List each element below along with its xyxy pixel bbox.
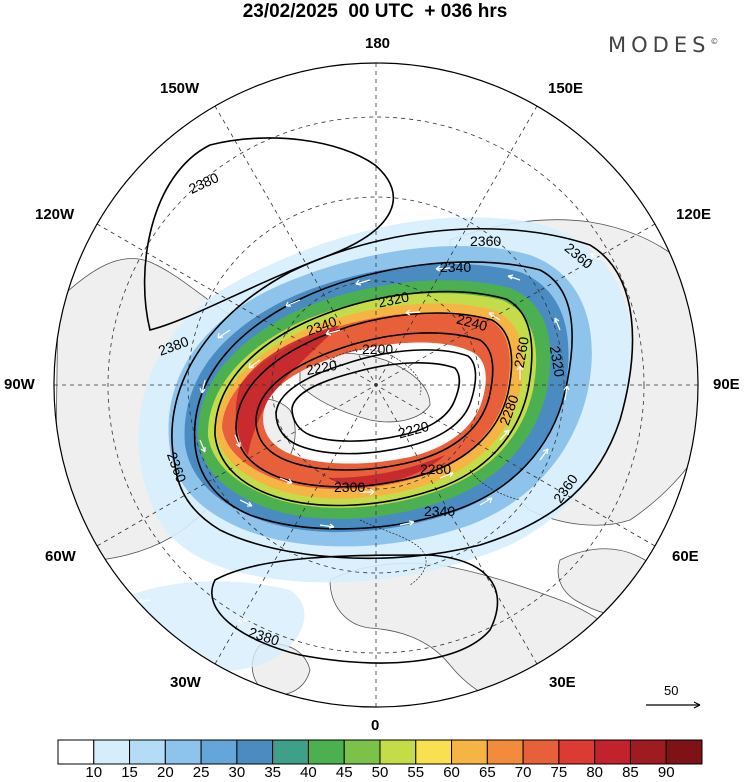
- height-contours: [143, 137, 634, 664]
- colorbar: [57, 739, 703, 765]
- wind-vectors: [137, 253, 601, 624]
- vector-reference-label: 50: [664, 683, 679, 698]
- lon-label-120e: 120E: [676, 206, 712, 223]
- colorbar-swatch: [558, 739, 596, 765]
- colorbar-tick-label: 20: [156, 764, 174, 781]
- colorbar-swatch: [129, 739, 166, 765]
- contour-label: 2200: [362, 341, 393, 357]
- colorbar-swatch: [236, 739, 274, 765]
- contour-label: 2320: [547, 345, 568, 379]
- contour-label: 2220: [305, 357, 339, 378]
- colorbar-tick-label: 90: [657, 764, 675, 781]
- colorbar-swatch: [665, 739, 703, 765]
- contour-label: 2240: [455, 311, 489, 335]
- lon-label-30w: 30W: [170, 674, 201, 691]
- contour-label: 2360: [470, 233, 501, 249]
- brand-mark: ©: [710, 37, 719, 46]
- contour-label: 2280: [420, 461, 451, 477]
- map-disc: 2380 2380 2380 2360 2360 2360 2360 2340 …: [54, 63, 698, 707]
- colorbar-swatch: [451, 739, 488, 765]
- colorbar-tick-label: 15: [121, 764, 138, 781]
- lon-label-180: 180: [365, 35, 391, 52]
- colorbar-tick-label: 55: [407, 764, 425, 781]
- colorbar-tick-label: 25: [192, 764, 210, 781]
- colorbar-swatch: [164, 739, 202, 765]
- colorbar-swatch: [415, 739, 453, 765]
- lon-label-60w: 60W: [45, 548, 76, 565]
- colorbar-tick-label: 75: [550, 764, 568, 781]
- lon-label-90e: 90E: [713, 376, 740, 393]
- colorbar-swatch: [272, 739, 309, 765]
- lon-label-120w: 120W: [35, 206, 75, 223]
- contour-label: 2340: [424, 503, 455, 519]
- vector-reference-arrow: [646, 701, 701, 709]
- colorbar-tick-label: 10: [85, 764, 103, 781]
- colorbar-tick-label: 65: [478, 764, 496, 781]
- map-border: [53, 62, 699, 708]
- colorbar-swatch: [594, 739, 631, 765]
- colorbar-swatch: [93, 739, 131, 765]
- colorbar-tick-label: 30: [228, 764, 246, 781]
- contour-label: 2220: [396, 418, 430, 442]
- lon-label-150e: 150E: [548, 80, 584, 97]
- polar-map: 2380 2380 2380 2360 2360 2360 2360 2340 …: [53, 62, 699, 708]
- colorbar-tick-label: 50: [371, 764, 389, 781]
- colorbar-swatch: [200, 739, 238, 765]
- contour-label: 2320: [377, 288, 411, 310]
- colorbar-swatch: [486, 739, 524, 765]
- colorbar-swatch: [379, 739, 417, 765]
- colorbar-swatch: [629, 739, 667, 765]
- graticule: [54, 63, 698, 707]
- modes-logo: MODES©: [608, 33, 718, 57]
- lon-label-90w: 90W: [4, 376, 35, 393]
- lon-label-30e: 30E: [549, 674, 576, 691]
- coastlines: [329, 349, 521, 586]
- colorbar-swatch: [343, 739, 381, 765]
- colorbar-tick-label: 45: [335, 764, 353, 781]
- contour-label: 2340: [440, 259, 471, 275]
- brand-name: MODES: [608, 33, 711, 57]
- colorbar-tick-label: 35: [264, 764, 281, 781]
- colorbar-tick-label: 40: [300, 764, 317, 781]
- colorbar-swatch: [307, 739, 345, 765]
- lon-label-60e: 60E: [672, 548, 699, 565]
- lon-label-150w: 150W: [160, 80, 200, 97]
- colorbar-swatch: [522, 739, 560, 765]
- map-title: 23/02/2025 00 UTC + 036 hrs: [242, 1, 508, 22]
- lon-label-0: 0: [371, 717, 380, 734]
- colorbar-tick-label: 60: [443, 764, 460, 781]
- colorbar-tick-label: 85: [622, 764, 639, 781]
- contour-label: 2300: [334, 479, 365, 495]
- wind-speed-shading: [120, 217, 632, 673]
- colorbar-tick-label: 80: [586, 764, 603, 781]
- colorbar-tick-label: 70: [514, 764, 532, 781]
- contour-label: 2260: [511, 335, 532, 369]
- colorbar-swatch: [57, 739, 95, 765]
